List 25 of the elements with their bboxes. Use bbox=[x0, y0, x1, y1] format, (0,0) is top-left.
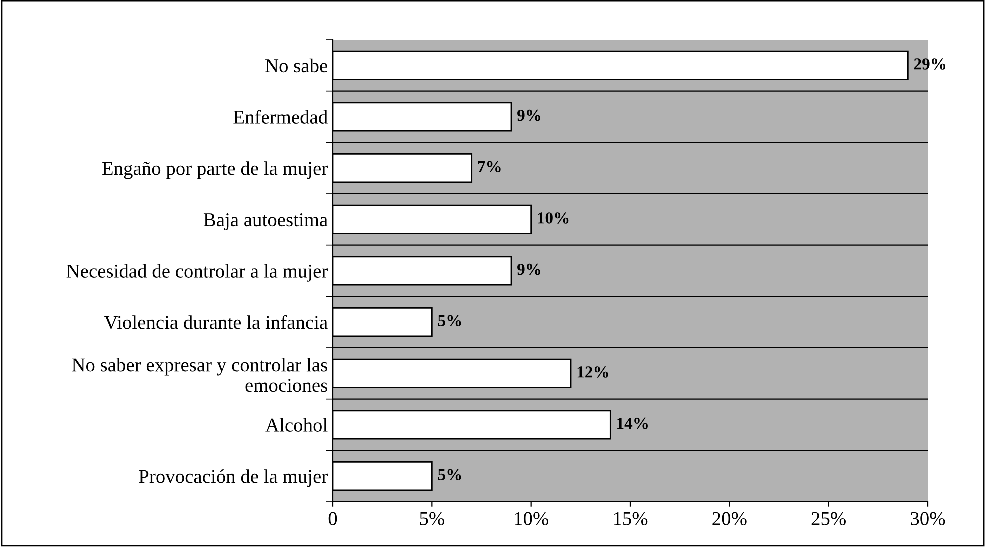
x-tick-label: 15% bbox=[614, 512, 648, 526]
data-label: 9% bbox=[518, 264, 540, 276]
y-tick-label: No saber expresar y controlar las emociones bbox=[72, 358, 328, 392]
x-tick-label: 10% bbox=[515, 512, 548, 526]
x-tick-label: 5% bbox=[420, 512, 444, 526]
x-tick-label: 30% bbox=[911, 512, 946, 526]
y-tick-label: Necesidad de controlar a la mujer bbox=[66, 264, 328, 282]
y-tick-label: Engaño por parte de la mujer bbox=[102, 162, 328, 180]
y-tick-label: Violencia durante la infancia bbox=[104, 315, 328, 330]
data-label: 5% bbox=[438, 469, 462, 481]
y-tick-label: Baja autoestima bbox=[204, 214, 328, 231]
data-label: 12% bbox=[578, 366, 608, 378]
y-tick-label: Provocación de la mujer bbox=[139, 470, 328, 488]
data-label: 5% bbox=[438, 315, 462, 327]
data-label: 14% bbox=[618, 418, 648, 430]
x-tick-label: 20% bbox=[712, 512, 747, 526]
y-tick-label: Enfermedad bbox=[234, 110, 328, 124]
data-label: 7% bbox=[478, 161, 501, 173]
y-tick-label: Alcohol bbox=[266, 418, 328, 432]
x-tick-label: 0 bbox=[328, 512, 338, 526]
y-tick-label: No sabe bbox=[266, 58, 328, 73]
data-label: 29% bbox=[914, 58, 946, 70]
data-label: 10% bbox=[538, 212, 569, 224]
data-label: 9% bbox=[518, 110, 540, 122]
x-tick-label: 25% bbox=[812, 512, 846, 526]
